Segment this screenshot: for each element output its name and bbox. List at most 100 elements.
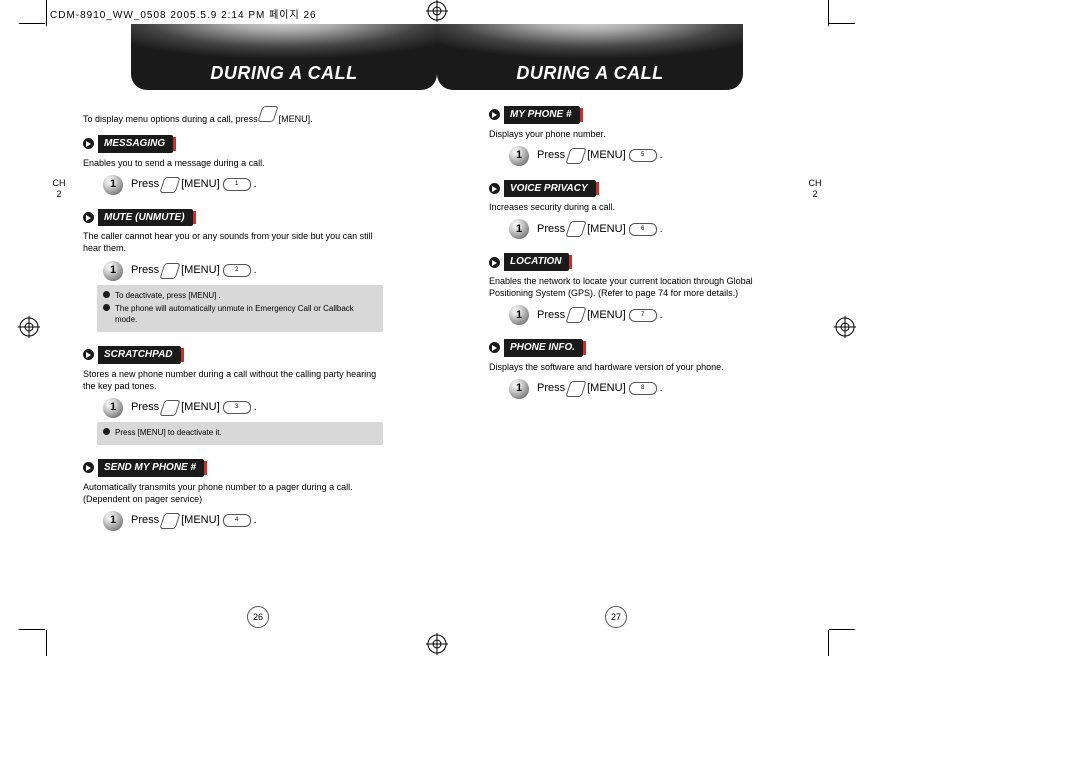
section-label: PHONE INFO. bbox=[504, 339, 583, 357]
keypad-icon: 6 bbox=[629, 223, 657, 236]
note-dot bbox=[103, 291, 110, 298]
crop-mark bbox=[46, 630, 47, 656]
bullet-icon bbox=[83, 212, 94, 223]
section-voice-privacy: VOICE PRIVACY Increases security during … bbox=[489, 180, 789, 240]
menu-label: [MENU] bbox=[181, 513, 220, 528]
page-number: 27 bbox=[605, 606, 627, 628]
step-number: 1 bbox=[103, 511, 123, 531]
menu-label: [MENU] bbox=[181, 177, 220, 192]
section-heading: SCRATCHPAD bbox=[83, 346, 181, 364]
step-text: Press [MENU] 7. bbox=[537, 307, 663, 323]
step-number: 1 bbox=[103, 261, 123, 281]
softkey-icon bbox=[160, 177, 181, 193]
header-title: DURING A CALL bbox=[210, 63, 357, 84]
keypad-icon: 4 bbox=[223, 514, 251, 527]
menu-label: [MENU] bbox=[181, 400, 220, 415]
press-label: Press bbox=[131, 400, 159, 415]
page-header: DURING A CALL bbox=[437, 24, 743, 90]
section-label: VOICE PRIVACY bbox=[504, 180, 596, 198]
step-text: Press [MENU] 6. bbox=[537, 221, 663, 237]
note-text: Press [MENU] to deactivate it. bbox=[115, 427, 222, 438]
section-desc: The caller cannot hear you or any sounds… bbox=[83, 230, 383, 254]
section-label: MESSAGING bbox=[98, 135, 173, 153]
crop-mark bbox=[19, 23, 45, 24]
section-desc: Displays your phone number. bbox=[489, 128, 789, 140]
bullet-icon bbox=[83, 349, 94, 360]
note-dot bbox=[103, 428, 110, 435]
section-scratchpad: SCRATCHPAD Stores a new phone number dur… bbox=[83, 346, 383, 445]
step-number: 1 bbox=[509, 146, 529, 166]
keypad-icon: 1 bbox=[223, 178, 251, 191]
menu-label: [MENU] bbox=[587, 308, 626, 323]
print-meta-header: CDM-8910_WW_0508 2005.5.9 2:14 PM 페이지 26 bbox=[50, 6, 317, 21]
note-text: The phone will automatically unmute in E… bbox=[115, 303, 377, 325]
chapter-num: 2 bbox=[56, 189, 61, 200]
step-number: 1 bbox=[103, 398, 123, 418]
press-label: Press bbox=[131, 513, 159, 528]
press-label: Press bbox=[131, 177, 159, 192]
crop-mark bbox=[829, 23, 855, 24]
section-desc: Increases security during a call. bbox=[489, 201, 789, 213]
page-content: MY PHONE # Displays your phone number. 1… bbox=[489, 106, 789, 413]
step-number: 1 bbox=[509, 219, 529, 239]
note-box: Press [MENU] to deactivate it. bbox=[97, 422, 383, 445]
section-heading: VOICE PRIVACY bbox=[489, 180, 596, 198]
step: 1 Press [MENU] 6. bbox=[509, 219, 789, 239]
keypad-icon: 7 bbox=[629, 309, 657, 322]
bullet-icon bbox=[83, 138, 94, 149]
chapter-tab: CH 2 bbox=[807, 169, 823, 209]
press-label: Press bbox=[537, 222, 565, 237]
bullet-icon bbox=[83, 462, 94, 473]
step-number: 1 bbox=[509, 379, 529, 399]
intro-text: To display menu options during a call, p… bbox=[83, 106, 383, 125]
note-box: To deactivate, press [MENU] . The phone … bbox=[97, 285, 383, 333]
crop-mark bbox=[828, 630, 829, 656]
section-send-my-phone: SEND MY PHONE # Automatically transmits … bbox=[83, 459, 383, 531]
section-messaging: MESSAGING Enables you to send a message … bbox=[83, 135, 383, 195]
section-my-phone: MY PHONE # Displays your phone number. 1… bbox=[489, 106, 789, 166]
softkey-icon bbox=[566, 148, 587, 164]
softkey-icon bbox=[160, 513, 181, 529]
section-heading: LOCATION bbox=[489, 253, 569, 271]
section-desc: Enables the network to locate your curre… bbox=[489, 275, 789, 299]
softkey-icon bbox=[566, 381, 587, 397]
chapter-tab: CH 2 bbox=[51, 169, 67, 209]
step: 1 Press [MENU] 4. bbox=[103, 511, 383, 531]
press-label: Press bbox=[537, 148, 565, 163]
bullet-icon bbox=[489, 183, 500, 194]
step-text: Press [MENU] 2. bbox=[131, 263, 257, 279]
page-number: 26 bbox=[247, 606, 269, 628]
softkey-icon bbox=[160, 400, 181, 416]
section-desc: Stores a new phone number during a call … bbox=[83, 368, 383, 392]
keypad-icon: 8 bbox=[629, 382, 657, 395]
softkey-icon bbox=[566, 307, 587, 323]
bullet-icon bbox=[489, 342, 500, 353]
header-title: DURING A CALL bbox=[516, 63, 663, 84]
section-phone-info: PHONE INFO. Displays the software and ha… bbox=[489, 339, 789, 399]
step: 1 Press [MENU] 7. bbox=[509, 305, 789, 325]
section-heading: MY PHONE # bbox=[489, 106, 580, 124]
section-label: MUTE (UNMUTE) bbox=[98, 209, 193, 227]
page-spread: DURING A CALL CH 2 To display menu optio… bbox=[47, 24, 827, 628]
softkey-icon bbox=[160, 263, 181, 279]
step: 1 Press [MENU] 8. bbox=[509, 379, 789, 399]
page-header: DURING A CALL bbox=[131, 24, 437, 90]
section-desc: Automatically transmits your phone numbe… bbox=[83, 481, 383, 505]
keypad-icon: 5 bbox=[629, 149, 657, 162]
section-location: LOCATION Enables the network to locate y… bbox=[489, 253, 789, 325]
step: 1 Press [MENU] 5. bbox=[509, 146, 789, 166]
step-number: 1 bbox=[103, 175, 123, 195]
keypad-icon: 3 bbox=[223, 401, 251, 414]
menu-label: [MENU] bbox=[181, 263, 220, 278]
reg-mark-right bbox=[834, 316, 856, 338]
bullet-icon bbox=[489, 257, 500, 268]
bullet-icon bbox=[489, 109, 500, 120]
step-number: 1 bbox=[509, 305, 529, 325]
chapter-label: CH bbox=[53, 178, 66, 189]
menu-label: [MENU] bbox=[587, 148, 626, 163]
reg-mark-top bbox=[426, 0, 448, 22]
menu-label: [MENU] bbox=[587, 222, 626, 237]
crop-mark bbox=[828, 0, 829, 26]
chapter-num: 2 bbox=[812, 189, 817, 200]
step-text: Press [MENU] 3. bbox=[131, 400, 257, 416]
